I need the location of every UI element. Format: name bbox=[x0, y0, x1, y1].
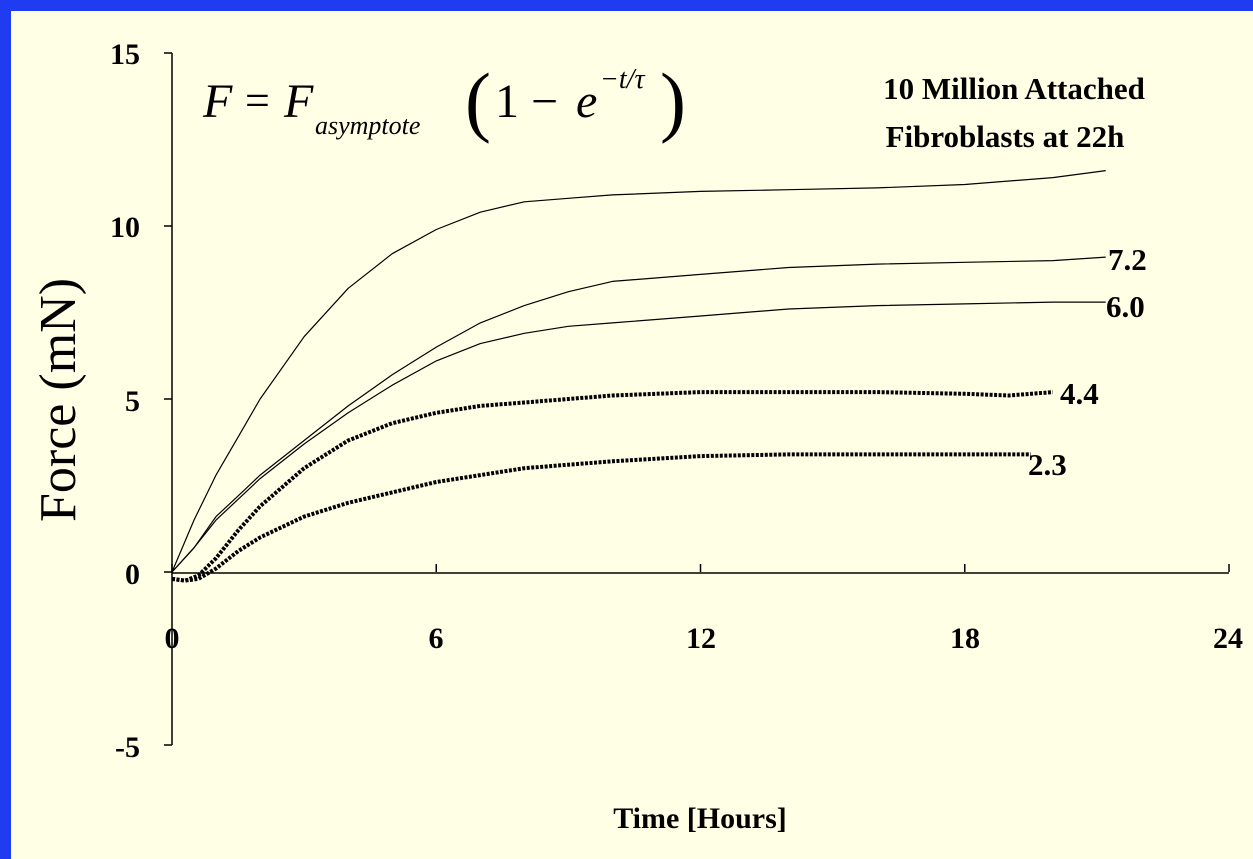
series-label-4.4: 4.4 bbox=[1060, 376, 1099, 411]
x-tick-label-18: 18 bbox=[950, 622, 980, 655]
annotation-line-2: Fibroblasts at 22h bbox=[886, 119, 1125, 154]
series-line-6.0 bbox=[171, 301, 1106, 573]
series-line-series-1 bbox=[171, 170, 1106, 573]
y-tick-label-15: 15 bbox=[110, 38, 140, 71]
equation-exponent: −t/τ bbox=[600, 64, 645, 95]
series-group bbox=[171, 170, 1106, 583]
series-label-6.0: 6.0 bbox=[1106, 289, 1145, 324]
equation-one-minus: 1 − bbox=[495, 75, 558, 128]
equation-close-paren: ) bbox=[660, 57, 686, 144]
x-tick-label-12: 12 bbox=[686, 622, 716, 655]
equation-equals: = bbox=[245, 76, 270, 125]
equation-e: e bbox=[576, 75, 597, 128]
equation-base: F bbox=[283, 75, 314, 128]
x-axis-title: Time [Hours] bbox=[613, 802, 787, 835]
y-tick-label-5: 5 bbox=[125, 385, 140, 418]
equation-open-paren: ( bbox=[465, 57, 491, 144]
equation: F = F asymptote ( 1 − e −t/τ ) bbox=[202, 57, 686, 144]
axis-ticks bbox=[164, 52, 1230, 746]
x-tick-label-24: 24 bbox=[1213, 622, 1243, 655]
y-tick-label-0: 0 bbox=[125, 558, 140, 591]
series-label-2.3: 2.3 bbox=[1028, 447, 1067, 482]
series-line-4.4 bbox=[171, 390, 1053, 583]
series-label-7.2: 7.2 bbox=[1108, 242, 1147, 277]
equation-lhs: F bbox=[202, 75, 233, 128]
chart-panel bbox=[11, 11, 1253, 859]
y-tick-label-10: 10 bbox=[110, 211, 140, 244]
y-axis-title: Force (mN) bbox=[30, 278, 87, 522]
series-line-7.2 bbox=[171, 256, 1106, 573]
equation-subscript: asymptote bbox=[315, 111, 420, 140]
x-tick-label-6: 6 bbox=[429, 622, 444, 655]
x-tick-label-0: 0 bbox=[165, 622, 180, 655]
series-line-2.3 bbox=[171, 452, 1031, 583]
y-tick-label-neg5: -5 bbox=[115, 731, 140, 764]
annotation-line-1: 10 Million Attached bbox=[883, 71, 1145, 106]
